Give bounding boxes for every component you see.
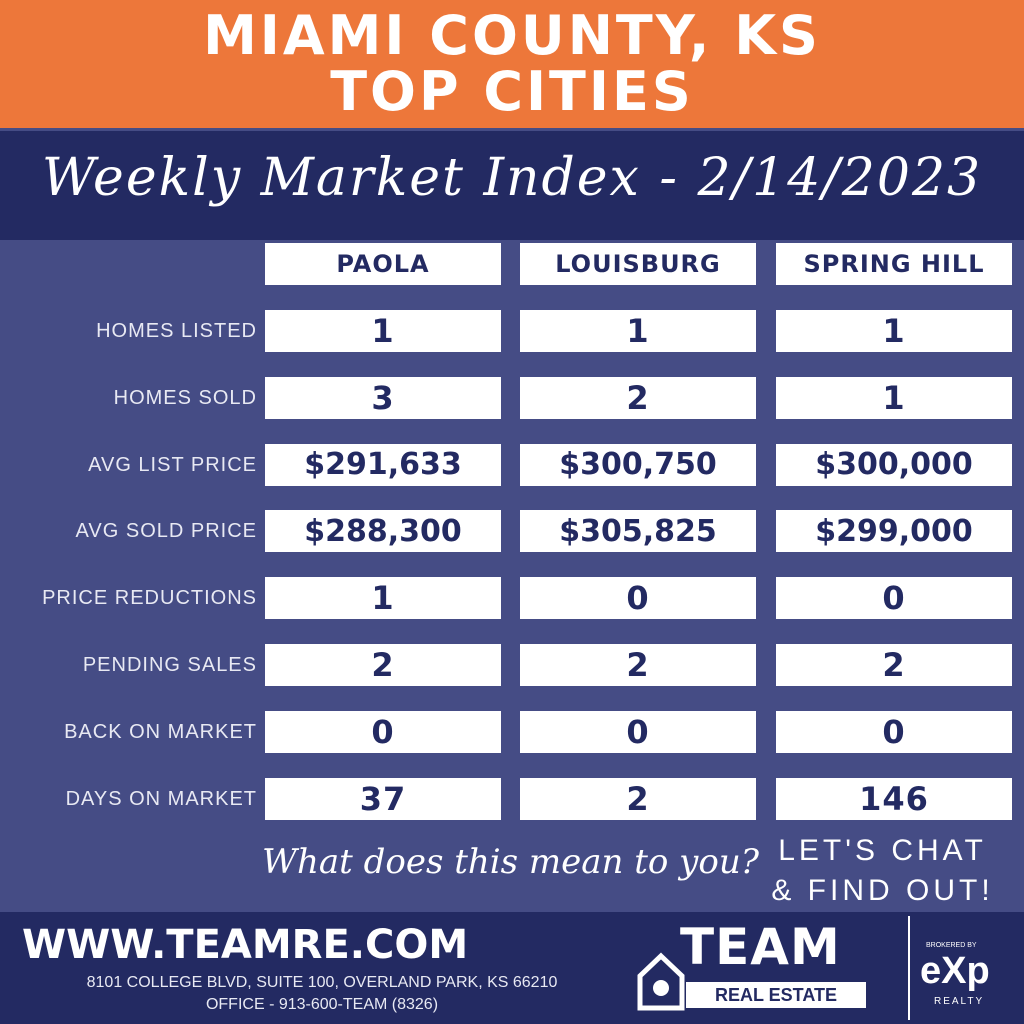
table-cell: 2 (776, 644, 1012, 686)
table-cell: $291,633 (265, 443, 501, 486)
table-cell: 2 (265, 644, 501, 686)
table-cell: 2 (520, 644, 756, 686)
row-label: HOMES LISTED (96, 320, 257, 342)
row-label: HOMES SOLD (113, 386, 257, 409)
table-cell: 2 (520, 376, 756, 419)
divider (908, 916, 910, 1020)
table-cell: 0 (265, 710, 501, 753)
row-label: AVG SOLD PRICE (75, 520, 257, 543)
table-cell: 3 (265, 376, 501, 419)
column-header: SPRING HILL (776, 243, 1012, 285)
table-cell: 1 (776, 376, 1012, 419)
table-cell: 2 (520, 777, 756, 820)
brokered-by: BROKERED BY (926, 942, 977, 949)
footer: WWW.TEAMRE.COM 8101 COLLEGE BLVD, SUITE … (0, 912, 1024, 1024)
title-line: TOP CITIES (330, 60, 694, 123)
prompt: What does this mean to you? (262, 842, 759, 882)
row-label: BACK ON MARKET (64, 720, 257, 743)
subtitle: Weekly Market Index - 2/14/2023 (41, 148, 983, 208)
table-cell: 1 (265, 577, 501, 620)
cta-line: LET'S CHAT (778, 834, 987, 867)
table-cell: 0 (520, 710, 756, 753)
table-cell: 37 (265, 777, 501, 820)
table-cell: $300,750 (520, 443, 756, 486)
house-icon (637, 952, 685, 1011)
logo-team: TEAM (680, 918, 841, 976)
table-cell: $300,000 (776, 443, 1012, 486)
office: OFFICE - 913-600-TEAM (8326) (205, 996, 439, 1013)
title-line: MIAMI COUNTY, KS (203, 4, 821, 67)
table-cell: $305,825 (520, 510, 756, 553)
row-label: AVG LIST PRICE (88, 453, 257, 476)
table-cell: 1 (776, 310, 1012, 352)
column-header: LOUISBURG (520, 243, 756, 285)
table-cell: $288,300 (265, 510, 501, 553)
table-cell: 1 (265, 310, 501, 352)
table-cell: 0 (520, 577, 756, 620)
row-label: PRICE REDUCTIONS (42, 587, 257, 610)
subtitle-band (0, 131, 1024, 240)
table-cell: 0 (776, 710, 1012, 753)
address: 8101 COLLEGE BLVD, SUITE 100, OVERLAND P… (86, 974, 558, 991)
realty: REALTY (934, 996, 985, 1007)
row-label: PENDING SALES (82, 654, 257, 676)
table-cell: 146 (776, 777, 1012, 820)
table-cell: 1 (520, 310, 756, 352)
logo-exp: eXp (920, 950, 990, 992)
website[interactable]: WWW.TEAMRE.COM (22, 922, 469, 968)
logo-real-estate: REAL ESTATE (686, 982, 866, 1008)
row-label: DAYS ON MARKET (65, 787, 257, 810)
table-cell: $299,000 (776, 510, 1012, 553)
column-header: PAOLA (265, 243, 501, 285)
header: MIAMI COUNTY, KS TOP CITIES (0, 0, 1024, 128)
table-cell: 0 (776, 577, 1012, 620)
cta-line: & FIND OUT! (771, 874, 994, 907)
